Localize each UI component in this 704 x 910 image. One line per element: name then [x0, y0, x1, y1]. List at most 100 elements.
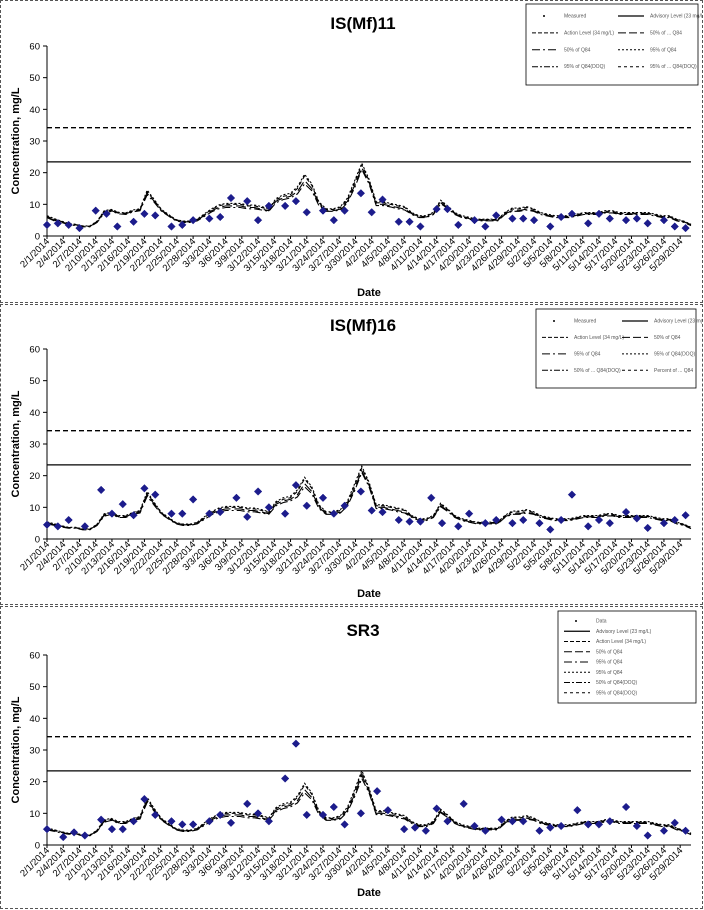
- measured-point: [151, 211, 160, 220]
- y-tick-label: 40: [29, 105, 40, 116]
- measured-point: [405, 517, 414, 526]
- measured-point: [546, 823, 555, 832]
- measured-point: [167, 817, 176, 826]
- measured-point: [118, 825, 127, 834]
- measured-point: [670, 515, 679, 525]
- measured-point: [383, 806, 393, 815]
- y-axis-label: Concentration, mg/L: [10, 390, 22, 497]
- measured-point: [621, 507, 631, 517]
- y-tick-label: 10: [29, 200, 40, 211]
- measured-point: [405, 217, 414, 226]
- chart-ismf16: IS(Mf)16 0 10 20 30 40 50 60 Concentration, mg/L…: [10, 308, 702, 600]
- measured-point: [129, 511, 138, 520]
- measured-point: [188, 820, 198, 829]
- measured-point: [340, 501, 349, 510]
- measured-point: [400, 825, 409, 834]
- measured-point: [621, 216, 631, 225]
- legend: Measured Advisory Level (23 mg/L) Action L…: [525, 3, 702, 86]
- measured-point: [340, 206, 349, 215]
- legend-label: Measured: [564, 14, 586, 20]
- measured-point: [605, 817, 614, 826]
- measured-point: [64, 515, 73, 525]
- y-axis-label: Concentration, mg/L: [10, 87, 22, 194]
- measured-point: [556, 515, 566, 525]
- measured-point: [367, 506, 376, 515]
- measured-point: [151, 810, 160, 820]
- measured-point: [378, 195, 387, 204]
- legend-label: 95% of Q84(DOQ): [564, 64, 605, 70]
- y-tick-label: 50: [29, 682, 40, 693]
- measured-point: [556, 821, 566, 831]
- measured-point: [643, 831, 652, 840]
- legend-label: Action Level (34 mg/L): [564, 30, 614, 36]
- measured-point: [421, 826, 430, 835]
- legend-marker: [553, 320, 555, 322]
- measured-point: [497, 815, 506, 824]
- y-tick-label: 50: [29, 376, 40, 387]
- legend-label: Advisory Level (23 mg/L): [654, 319, 702, 325]
- measured-point: [96, 815, 106, 824]
- measured-point: [567, 209, 577, 218]
- model-series-line: [46, 777, 692, 837]
- legend-label: 95% of Q84: [650, 47, 677, 53]
- measured-point: [178, 509, 187, 518]
- legend-label: 50% of Q84: [654, 335, 681, 341]
- y-tick-label: 40: [29, 714, 40, 725]
- measured-point: [107, 825, 117, 834]
- model-series-line: [46, 773, 692, 837]
- legend-box: [525, 3, 699, 86]
- measured-point: [140, 794, 149, 804]
- measured-point: [394, 217, 403, 226]
- legend-label: 95% of Q84: [596, 660, 623, 666]
- y-tick-label: 20: [29, 471, 40, 482]
- legend-label: Data: [596, 619, 607, 625]
- model-series-line: [46, 168, 692, 228]
- measured-point: [454, 522, 463, 531]
- measured-point: [416, 222, 425, 231]
- model-series-line: [46, 464, 692, 530]
- measured-point: [372, 787, 382, 796]
- measured-point: [291, 197, 301, 206]
- legend: Measured Advisory Level (23 mg/L) Action L…: [535, 308, 702, 389]
- measured-point: [151, 490, 160, 499]
- measured-point: [681, 826, 690, 835]
- measured-point: [492, 515, 501, 525]
- measured-point: [356, 809, 366, 818]
- measured-point: [226, 193, 236, 203]
- measured-point: [632, 214, 642, 223]
- measured-point: [329, 509, 338, 518]
- y-tick-label: 0: [35, 535, 40, 546]
- measured-point: [519, 214, 528, 223]
- measured-point: [264, 503, 274, 512]
- measured-point: [643, 219, 652, 228]
- measured-point: [107, 509, 117, 518]
- model-series-line: [46, 471, 692, 531]
- measured-point: [454, 220, 463, 230]
- measured-point: [188, 216, 198, 225]
- measured-point: [129, 817, 138, 826]
- y-tick-label: 30: [29, 746, 40, 757]
- legend-box: [535, 308, 697, 389]
- chart-title: IS(Mf)11: [330, 14, 395, 33]
- measured-point: [291, 481, 301, 490]
- measured-point: [670, 222, 679, 231]
- measured-point: [632, 821, 642, 831]
- model-series-line: [46, 466, 692, 530]
- measured-point: [167, 222, 176, 231]
- measured-point: [432, 204, 441, 214]
- chart-title: IS(Mf)16: [330, 316, 396, 335]
- legend-label: Percent of ... Q84: [654, 368, 693, 374]
- measured-point: [205, 817, 214, 826]
- measured-point: [410, 823, 420, 832]
- measured-point: [42, 825, 52, 834]
- legend-label: 50% of Q84: [564, 47, 591, 53]
- measured-point: [59, 832, 68, 842]
- model-series-line: [46, 769, 692, 836]
- measured-point: [659, 519, 669, 528]
- measured-point: [508, 817, 517, 826]
- measured-point: [443, 204, 452, 214]
- measured-point: [80, 522, 90, 531]
- measured-point: [605, 214, 614, 223]
- measured-point: [367, 208, 376, 217]
- measured-point: [75, 223, 84, 233]
